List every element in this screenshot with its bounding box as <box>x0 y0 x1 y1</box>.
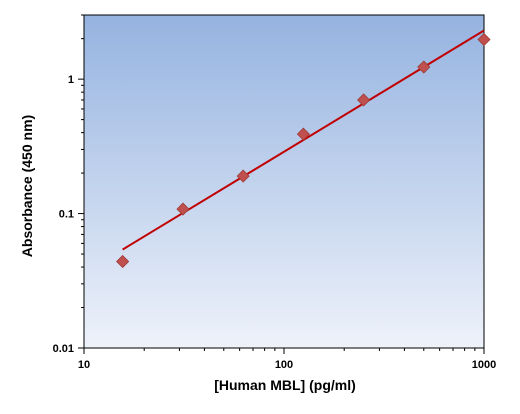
y-tick-label: 0.01 <box>53 343 74 355</box>
x-tick-label: 1000 <box>472 359 496 371</box>
data-point <box>357 93 371 107</box>
data-point <box>176 202 190 216</box>
data-point <box>236 169 250 183</box>
x-tick-label: 100 <box>275 359 293 371</box>
data-points <box>116 32 491 269</box>
axes: 10 100 1000 0.01 0.1 1 <box>53 14 496 371</box>
data-point <box>296 127 310 141</box>
data-point <box>116 254 130 269</box>
data-point <box>417 60 431 74</box>
data-point <box>477 32 491 47</box>
x-tick-label: 10 <box>78 359 90 371</box>
x-axis-label: [Human MBL] (pg/ml) <box>214 377 356 393</box>
y-axis-label: Absorbance (450 nm) <box>19 115 35 257</box>
y-tick-label: 1 <box>68 74 74 86</box>
y-tick-label: 0.1 <box>59 209 74 221</box>
